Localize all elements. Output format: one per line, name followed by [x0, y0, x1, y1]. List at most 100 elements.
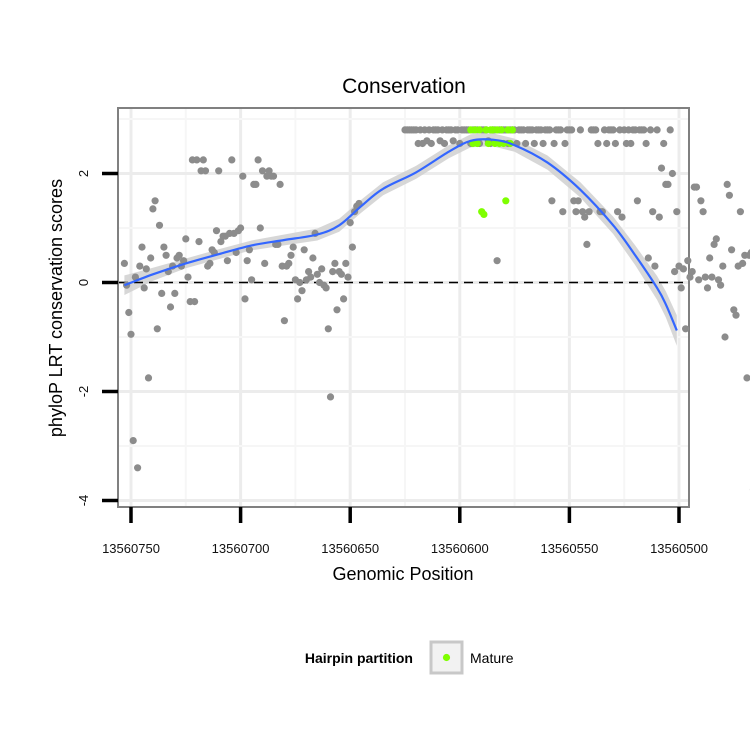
other-point: [318, 265, 326, 273]
y-tick-label: 2: [76, 170, 91, 177]
other-point: [191, 298, 199, 306]
other-point: [199, 156, 207, 164]
other-point: [557, 126, 565, 134]
other-point: [574, 197, 582, 205]
other-point: [522, 139, 530, 148]
other-point: [449, 137, 457, 145]
mature-point: [502, 197, 510, 205]
other-point: [743, 374, 750, 382]
other-point: [701, 273, 709, 281]
other-point: [671, 268, 679, 276]
other-point: [583, 240, 591, 248]
other-point: [714, 276, 723, 284]
other-point: [627, 139, 635, 148]
other-point: [708, 273, 716, 281]
other-point: [175, 251, 183, 259]
other-point: [201, 167, 210, 175]
other-point: [585, 208, 593, 216]
other-point: [237, 224, 245, 232]
other-point: [682, 325, 690, 333]
other-point: [265, 167, 273, 175]
mature-point: [508, 126, 516, 134]
other-point: [296, 278, 304, 287]
other-point: [166, 303, 175, 311]
other-point: [129, 437, 137, 445]
other-point: [313, 270, 321, 278]
other-point: [274, 240, 282, 248]
other-point: [252, 180, 260, 188]
other-point: [530, 139, 538, 148]
other-point: [684, 257, 692, 265]
x-tick-label: 13560550: [540, 541, 598, 556]
other-point: [576, 126, 585, 134]
other-point: [125, 308, 133, 317]
confidence-band-layer: [124, 133, 677, 346]
other-point: [153, 325, 161, 333]
mature-point: [480, 210, 488, 218]
axis-layer: 13560750 13560700 13560650 13560600 13560550…: [76, 170, 708, 556]
other-point: [348, 243, 356, 251]
other-point: [254, 156, 262, 164]
other-point: [699, 208, 707, 216]
other-point: [649, 208, 657, 216]
other-point: [239, 172, 247, 180]
other-point: [609, 126, 617, 134]
other-point: [677, 284, 685, 292]
other-point: [287, 251, 295, 259]
other-point: [703, 284, 712, 292]
x-tick-label: 13560700: [212, 541, 270, 556]
other-point: [215, 167, 223, 175]
other-point: [579, 208, 587, 216]
x-tick-label: 13560500: [650, 541, 708, 556]
other-point: [322, 284, 330, 292]
other-point: [697, 197, 705, 205]
other-point: [147, 254, 155, 262]
other-point: [614, 208, 622, 216]
other-point: [326, 393, 335, 401]
other-point: [651, 262, 659, 270]
other-point: [258, 167, 267, 175]
other-point: [717, 281, 725, 289]
other-point: [642, 139, 650, 148]
other-point: [294, 295, 302, 303]
other-point: [725, 191, 734, 199]
other-point: [158, 289, 166, 297]
other-point: [140, 284, 148, 292]
other-point: [594, 139, 602, 148]
other-point: [548, 197, 556, 205]
other-point: [142, 265, 150, 273]
legend-label-mature: Mature: [470, 650, 514, 666]
other-point: [440, 139, 449, 148]
other-point: [592, 126, 600, 134]
mature-point: [473, 139, 481, 148]
other-point: [160, 243, 168, 251]
mature-point: [484, 139, 492, 148]
other-point: [721, 333, 729, 341]
other-point: [269, 172, 278, 180]
other-point: [633, 197, 642, 205]
other-point: [686, 273, 694, 281]
other-point: [193, 156, 201, 164]
other-point: [644, 254, 652, 262]
other-point: [248, 276, 256, 284]
confidence-band: [124, 133, 677, 346]
other-point: [695, 276, 703, 284]
other-point: [337, 270, 345, 278]
other-point: [739, 259, 747, 267]
other-point: [241, 295, 249, 303]
other-point: [285, 259, 293, 267]
other-point: [710, 240, 718, 248]
other-point: [223, 257, 231, 265]
points-layer: [120, 126, 750, 491]
other-point: [309, 254, 317, 262]
other-point: [184, 273, 192, 281]
other-point: [155, 221, 164, 229]
other-point: [289, 243, 297, 251]
x-axis-title: Genomic Position: [332, 564, 473, 584]
other-point: [136, 262, 144, 270]
other-point: [664, 180, 672, 188]
other-point: [346, 219, 354, 227]
x-tick-label: 13560600: [431, 541, 489, 556]
other-point: [217, 238, 225, 246]
other-point: [331, 259, 339, 267]
